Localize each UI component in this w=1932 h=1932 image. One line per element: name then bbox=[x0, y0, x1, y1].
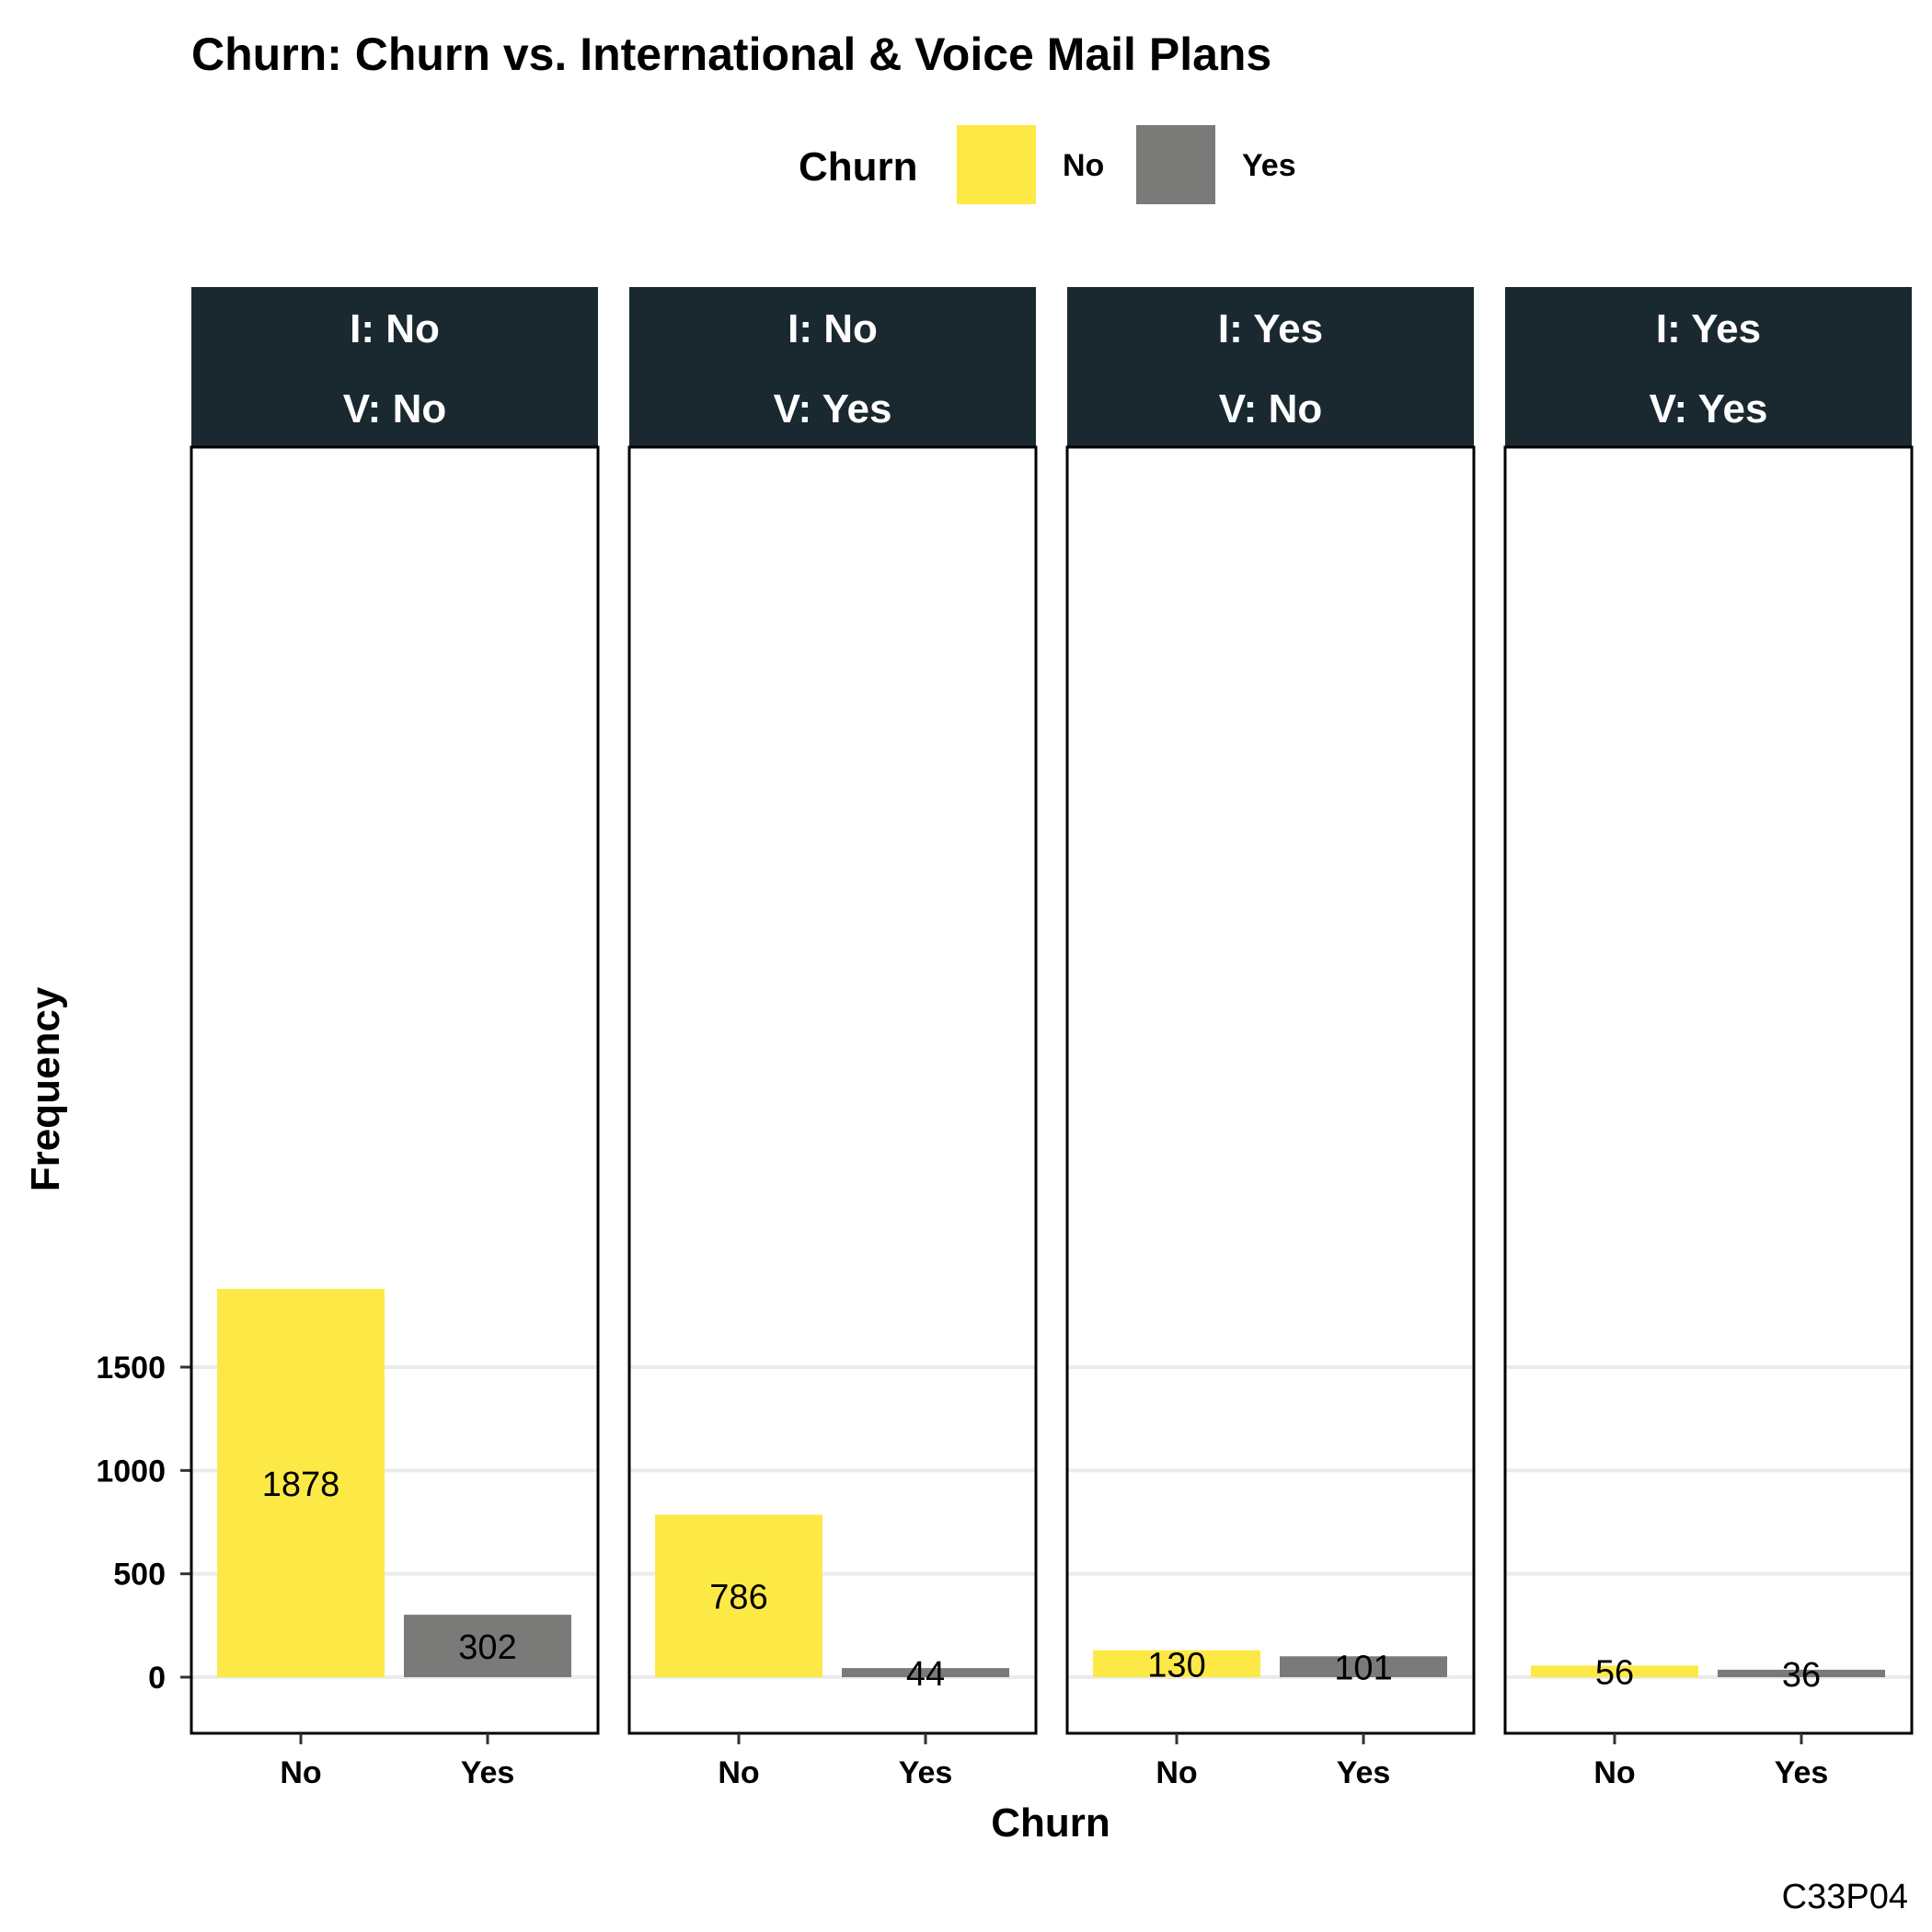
panel-background bbox=[1505, 447, 1912, 1733]
data-label: 101 bbox=[1334, 1650, 1392, 1688]
legend-swatch-yes bbox=[1136, 125, 1215, 204]
data-label: 786 bbox=[709, 1579, 767, 1617]
panel-background bbox=[1067, 447, 1474, 1733]
bar-no bbox=[1531, 1665, 1698, 1677]
x-tick-label: Yes bbox=[899, 1755, 953, 1790]
chart-title: Churn: Churn vs. International & Voice M… bbox=[191, 29, 1271, 80]
facet-panel: I: Yes V: No 130 101 No Yes bbox=[1065, 287, 1476, 1790]
panel-border bbox=[1503, 445, 1914, 1735]
strip-top bbox=[191, 287, 598, 367]
x-axis-title: Churn bbox=[991, 1800, 1110, 1846]
data-label: 56 bbox=[1595, 1654, 1634, 1693]
y-tick-label: 500 bbox=[113, 1558, 166, 1593]
x-tick-label: No bbox=[1156, 1755, 1197, 1790]
legend-title: Churn bbox=[799, 144, 918, 190]
panel-border bbox=[190, 445, 600, 1735]
strip-top bbox=[629, 287, 1036, 367]
data-label: 130 bbox=[1147, 1646, 1205, 1685]
y-tick-label: 1000 bbox=[96, 1454, 166, 1489]
strip-label-international: I: Yes bbox=[1218, 306, 1323, 351]
bar-yes bbox=[842, 1668, 1009, 1677]
data-label: 1878 bbox=[262, 1466, 340, 1504]
x-tick-label: No bbox=[718, 1755, 759, 1790]
facet-panels: I: No V: No 1878 302 No Yes I: No V: Yes 786 44 No… bbox=[190, 287, 1914, 1790]
strip-label-voicemail: V: Yes bbox=[1650, 386, 1768, 431]
strip-top bbox=[1505, 287, 1912, 367]
legend-swatch-no bbox=[957, 125, 1036, 204]
x-tick-label: No bbox=[1593, 1755, 1635, 1790]
legend-label-yes: Yes bbox=[1242, 148, 1296, 183]
strip-label-international: I: No bbox=[788, 306, 878, 351]
strip-bottom bbox=[629, 367, 1036, 447]
x-tick-label: No bbox=[280, 1755, 321, 1790]
data-label: 302 bbox=[458, 1628, 516, 1667]
legend: Churn No Yes bbox=[799, 125, 1296, 204]
y-tick-label: 0 bbox=[148, 1661, 166, 1696]
facet-panel: I: Yes V: Yes 56 36 No Yes bbox=[1503, 287, 1914, 1790]
bar-yes bbox=[1718, 1669, 1885, 1677]
caption: C33P04 bbox=[1782, 1878, 1908, 1916]
strip-top bbox=[1067, 287, 1474, 367]
panel-border bbox=[627, 445, 1038, 1735]
x-tick-label: Yes bbox=[1337, 1755, 1391, 1790]
bar-yes bbox=[404, 1615, 571, 1677]
strip-label-voicemail: V: No bbox=[1219, 386, 1322, 431]
bar-no bbox=[655, 1514, 822, 1677]
strip-label-international: I: Yes bbox=[1656, 306, 1761, 351]
bar-no bbox=[1093, 1650, 1260, 1677]
x-tick-label: Yes bbox=[1775, 1755, 1829, 1790]
y-tick-label: 1500 bbox=[96, 1351, 166, 1386]
bar-no bbox=[217, 1289, 385, 1677]
x-tick-label: Yes bbox=[461, 1755, 515, 1790]
strip-label-voicemail: V: No bbox=[343, 386, 446, 431]
bar-yes bbox=[1280, 1656, 1447, 1677]
strip-bottom bbox=[191, 367, 598, 447]
facet-panel: I: No V: Yes 786 44 No Yes bbox=[627, 287, 1038, 1790]
legend-label-no: No bbox=[1063, 148, 1104, 183]
panel-border bbox=[1065, 445, 1476, 1735]
facet-panel: I: No V: No 1878 302 No Yes bbox=[190, 287, 600, 1790]
y-axis-title: Frequency bbox=[23, 986, 68, 1191]
strip-label-voicemail: V: Yes bbox=[774, 386, 892, 431]
data-label: 44 bbox=[906, 1655, 945, 1694]
strip-bottom bbox=[1067, 367, 1474, 447]
strip-label-international: I: No bbox=[350, 306, 440, 351]
y-axis: 0 500 1000 1500 bbox=[96, 1351, 191, 1696]
data-label: 36 bbox=[1782, 1656, 1821, 1695]
strip-bottom bbox=[1505, 367, 1912, 447]
